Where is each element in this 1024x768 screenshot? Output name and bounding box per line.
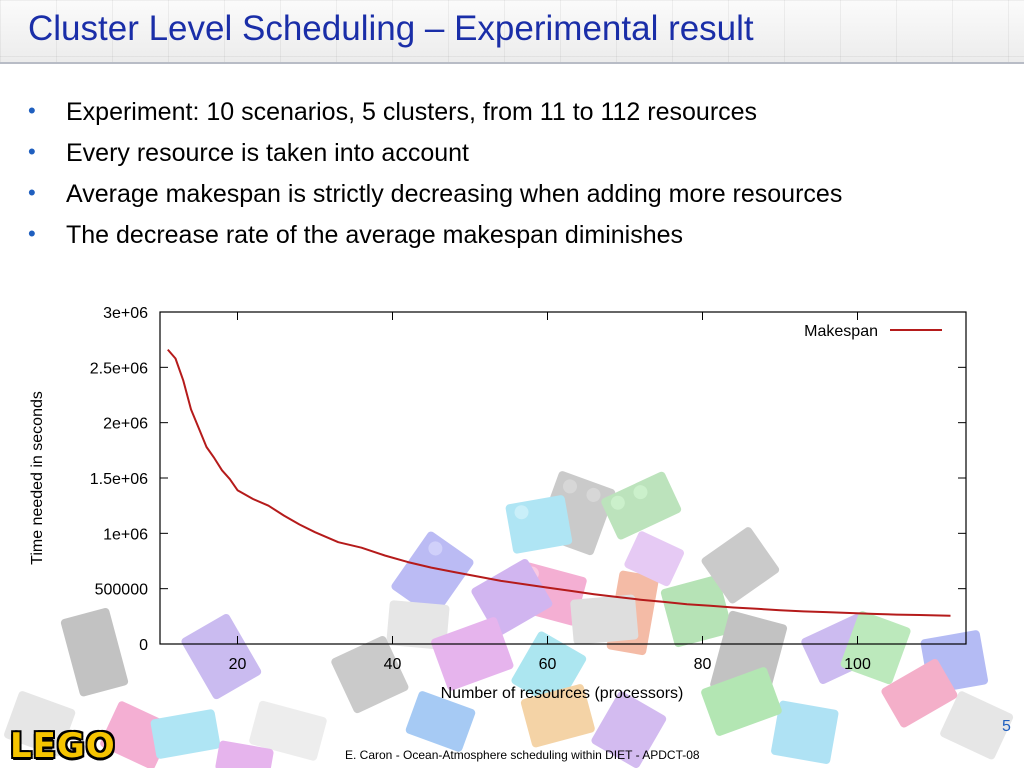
bullet-text: Average makespan is strictly decreasing …: [66, 180, 843, 208]
legend: Makespan: [804, 323, 942, 340]
y-tick-label: 500000: [95, 582, 148, 599]
y-tick-label: 3e+06: [103, 305, 148, 322]
series-layer: [167, 348, 951, 617]
bullet-icon: •: [28, 180, 36, 205]
y-tick-label: 2e+06: [103, 416, 148, 433]
title-bar: Cluster Level Scheduling – Experimental …: [0, 0, 1024, 64]
footer-text: E. Caron - Ocean-Atmosphere scheduling w…: [345, 748, 700, 762]
lego-logo: LEGO: [10, 726, 116, 766]
bullet-icon: •: [28, 221, 36, 246]
bullet-text: Experiment: 10 scenarios, 5 clusters, fr…: [66, 98, 758, 126]
bullet-list: • Experiment: 10 scenarios, 5 clusters, …: [28, 98, 842, 262]
bullet-text: The decrease rate of the average makespa…: [66, 221, 684, 249]
x-tick-label: 40: [384, 656, 402, 673]
x-tick-label: 100: [844, 656, 871, 673]
x-axis: 20 40 60 80 100: [229, 312, 871, 673]
plot-area-border: [159, 311, 967, 645]
x-tick-label: 60: [539, 656, 557, 673]
bullet-item: • Experiment: 10 scenarios, 5 clusters, …: [28, 98, 842, 139]
bullet-icon: •: [28, 98, 36, 123]
legend-label: Makespan: [804, 323, 878, 340]
slide-title: Cluster Level Scheduling – Experimental …: [28, 9, 754, 48]
bullet-icon: •: [28, 139, 36, 164]
y-tick-label: 1e+06: [103, 526, 148, 543]
x-axis-label: Number of resources (processors): [441, 685, 684, 702]
x-tick-label: 80: [694, 656, 712, 673]
y-axis-label: Time needed in seconds: [29, 391, 46, 565]
y-tick-label: 0: [139, 637, 148, 654]
y-tick-label: 1.5e+06: [90, 471, 148, 488]
series-line-makespan: [167, 348, 951, 617]
bullet-item: • The decrease rate of the average makes…: [28, 221, 842, 262]
y-axis: 0 500000 1e+06 1.5e+06 2e+06 2.5e+06 3e+06: [90, 305, 966, 654]
y-tick-label: 2.5e+06: [90, 360, 148, 377]
title-background-pattern: [0, 0, 1024, 62]
page-number: 5: [1002, 718, 1011, 735]
x-tick-label: 20: [229, 656, 247, 673]
bullet-item: • Average makespan is strictly decreasin…: [28, 180, 842, 221]
bullet-text: Every resource is taken into account: [66, 139, 469, 167]
bullet-item: • Every resource is taken into account: [28, 139, 842, 180]
